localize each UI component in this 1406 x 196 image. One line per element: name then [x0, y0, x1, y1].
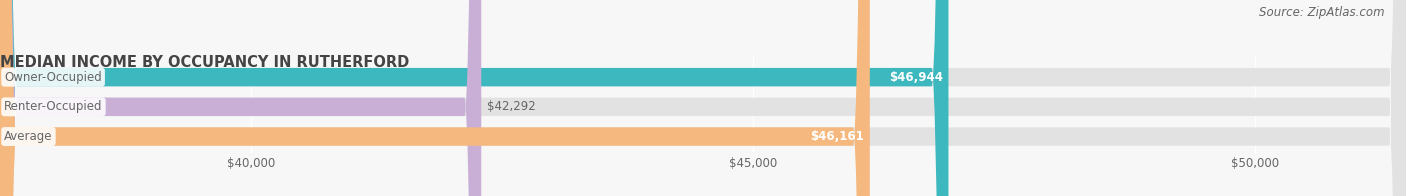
Text: $46,944: $46,944	[889, 71, 943, 84]
Text: $42,292: $42,292	[486, 100, 536, 113]
Text: Owner-Occupied: Owner-Occupied	[4, 71, 103, 84]
Text: Average: Average	[4, 130, 52, 143]
FancyBboxPatch shape	[0, 0, 949, 196]
Text: Source: ZipAtlas.com: Source: ZipAtlas.com	[1260, 6, 1385, 19]
Text: $46,161: $46,161	[810, 130, 865, 143]
FancyBboxPatch shape	[0, 0, 481, 196]
Text: MEDIAN INCOME BY OCCUPANCY IN RUTHERFORD: MEDIAN INCOME BY OCCUPANCY IN RUTHERFORD	[0, 55, 409, 70]
Text: Renter-Occupied: Renter-Occupied	[4, 100, 103, 113]
FancyBboxPatch shape	[0, 0, 870, 196]
